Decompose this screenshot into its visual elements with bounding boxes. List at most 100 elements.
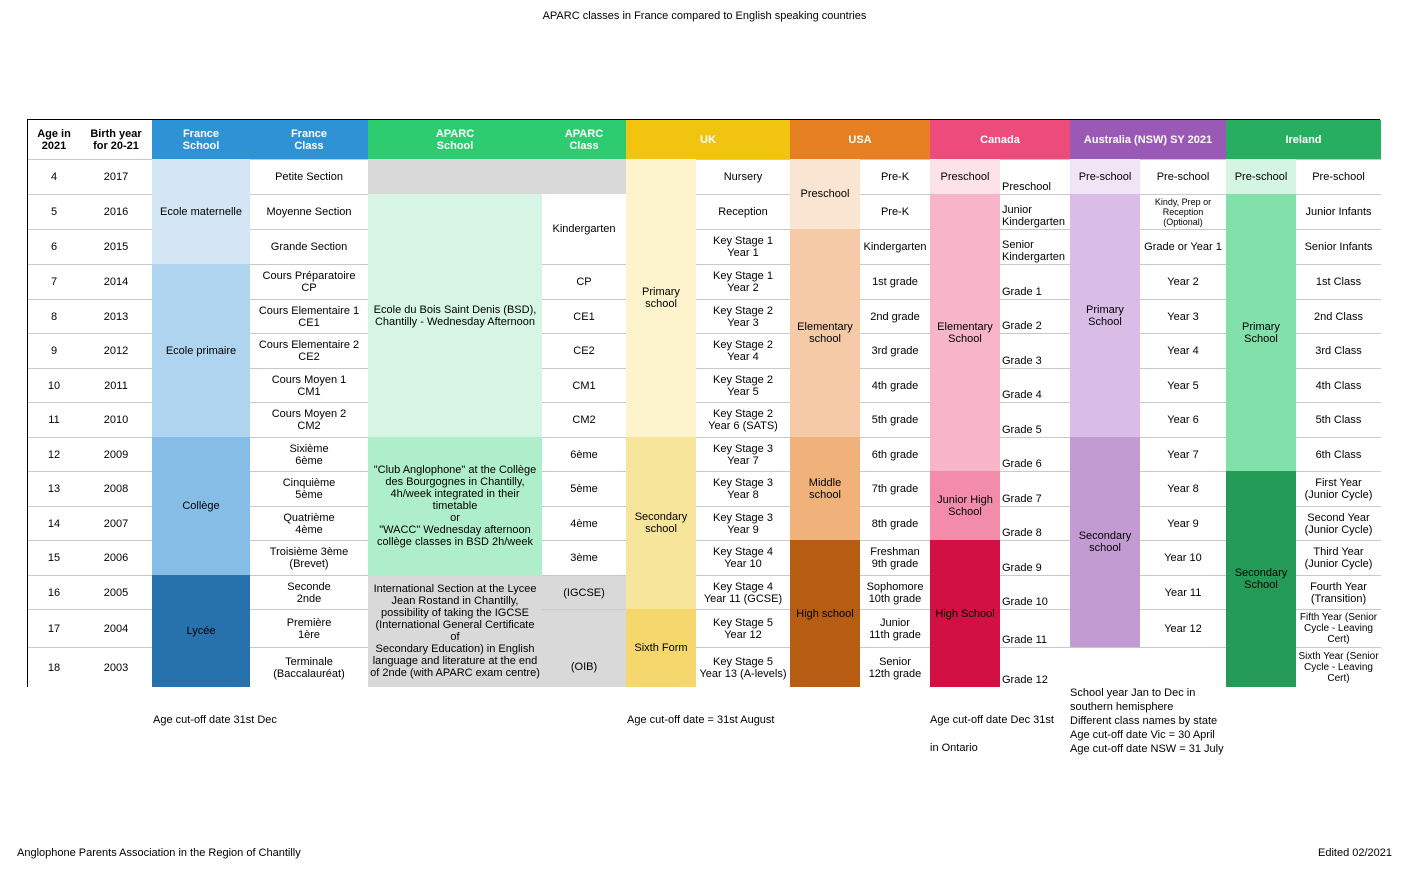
usa-class-cell: 7th grade [860,471,930,506]
age-cell: 16 [28,575,80,609]
aparc-class-cell: 3ème [542,540,626,575]
france-class-cell: Seconde 2nde [250,575,368,609]
header-aparc-class: APARC Class [542,120,626,159]
school-comparison-table: Age in 2021 Birth year for 20-21 France Sc… [27,119,1381,687]
aparc-school-bsd: Ecole du Bois Saint Denis (BSD), Chantil… [368,194,542,437]
canada-class-cell: Junior Kindergarten [1000,194,1070,229]
age-cell: 9 [28,333,80,368]
france-class-cell: Sixième 6ème [250,437,368,471]
usa-class-cell: Kindergarten [860,229,930,264]
france-class-cell: Première 1ère [250,609,368,647]
aparc-class-cell: 4ème [542,506,626,540]
france-class-cell: Cours Préparatoire CP [250,264,368,299]
australia-preschool: Pre-school [1070,159,1140,194]
france-class-cell: Cours Moyen 2 CM2 [250,402,368,437]
australia-empty-row [1070,647,1226,687]
uk-class-cell: Key Stage 1 Year 2 [696,264,790,299]
age-cell: 15 [28,540,80,575]
uk-class-cell: Reception [696,194,790,229]
birth-year-cell: 2007 [80,506,152,540]
canada-class-cell: Grade 9 [1000,540,1070,575]
age-cell: 12 [28,437,80,471]
header-uk: UK [626,120,790,159]
france-school-maternelle: Ecole maternelle [152,159,250,264]
canada-class-cell: Grade 5 [1000,402,1070,437]
france-class-cell: Moyenne Section [250,194,368,229]
uk-class-cell: Key Stage 3 Year 8 [696,471,790,506]
ireland-class-cell: Fifth Year (Senior Cycle - Leaving Cert) [1296,609,1381,647]
usa-class-cell: Pre-K [860,194,930,229]
usa-class-cell: 5th grade [860,402,930,437]
canada-ontario-note: in Ontario [930,742,978,754]
aparc-school-international: International Section at the Lycee Jean … [368,575,542,687]
uk-primary-school: Primary school [626,159,696,437]
australia-class-cell: Year 4 [1140,333,1226,368]
aparc-class-cell: 6ème [542,437,626,471]
canada-elementary-school: Elementary School [930,194,1000,471]
header-france-school: France School [152,120,250,159]
age-cell: 8 [28,299,80,333]
ireland-class-cell: 5th Class [1296,402,1381,437]
france-school-primaire: Ecole primaire [152,264,250,437]
canada-class-cell: Senior Kindergarten [1000,229,1070,264]
australia-class-cell: Year 8 [1140,471,1226,506]
birth-year-cell: 2017 [80,159,152,194]
birth-year-cell: 2011 [80,368,152,402]
ireland-class-cell: Senior Infants [1296,229,1381,264]
usa-high-school: High school [790,540,860,687]
uk-sixth-form: Sixth Form [626,609,696,687]
australia-class-cell: Year 2 [1140,264,1226,299]
canada-high-school: High School [930,540,1000,687]
usa-class-cell: Senior 12th grade [860,647,930,687]
header-france-class: France Class [250,120,368,159]
age-cell: 13 [28,471,80,506]
usa-preschool: Preschool [790,159,860,229]
usa-class-cell: 4th grade [860,368,930,402]
canada-cutoff-note: Age cut-off date Dec 31st [930,714,1054,726]
uk-class-cell: Key Stage 1 Year 1 [696,229,790,264]
france-class-cell: Terminale (Baccalauréat) [250,647,368,687]
age-cell: 7 [28,264,80,299]
header-usa: USA [790,120,930,159]
uk-class-cell: Nursery [696,159,790,194]
birth-year-cell: 2010 [80,402,152,437]
footer-association: Anglophone Parents Association in the Re… [17,847,301,859]
usa-elementary-school: Elementary school [790,229,860,437]
ireland-preschool: Pre-school [1226,159,1296,194]
ireland-class-cell: 2nd Class [1296,299,1381,333]
australia-class-cell: Kindy, Prep or Reception (Optional) [1140,194,1226,229]
ireland-class-cell: Pre-school [1296,159,1381,194]
uk-class-cell: Key Stage 5 Year 12 [696,609,790,647]
australia-class-cell: Year 9 [1140,506,1226,540]
aparc-school-club: "Club Anglophone" at the Collège des Bou… [368,437,542,575]
aparc-class-empty [542,609,626,647]
canada-class-cell: Grade 4 [1000,368,1070,402]
france-class-cell: Cours Elementaire 2 CE2 [250,333,368,368]
ireland-class-cell: Sixth Year (Senior Cycle - Leaving Cert) [1296,647,1381,687]
age-cell: 10 [28,368,80,402]
usa-class-cell: 6th grade [860,437,930,471]
canada-class-cell: Preschool [1000,159,1070,194]
header-ireland: Ireland [1226,120,1381,159]
usa-class-cell: Sophomore 10th grade [860,575,930,609]
birth-year-cell: 2005 [80,575,152,609]
australia-secondary-school: Secondary school [1070,437,1140,647]
usa-class-cell: Pre-K [860,159,930,194]
canada-class-cell: Grade 8 [1000,506,1070,540]
canada-class-cell: Grade 1 [1000,264,1070,299]
ireland-class-cell: First Year (Junior Cycle) [1296,471,1381,506]
aparc-none-row [368,159,626,194]
birth-year-cell: 2006 [80,540,152,575]
ireland-class-cell: Junior Infants [1296,194,1381,229]
page-title: APARC classes in France compared to Engl… [542,10,867,22]
ireland-class-cell: Third Year (Junior Cycle) [1296,540,1381,575]
aparc-class-cell: CE2 [542,333,626,368]
ireland-secondary-school: Secondary School [1226,471,1296,687]
usa-class-cell: 2nd grade [860,299,930,333]
uk-class-cell: Key Stage 4 Year 11 (GCSE) [696,575,790,609]
header-australia: Australia (NSW) SY 2021 [1070,120,1226,159]
age-cell: 18 [28,647,80,687]
australia-class-cell: Year 7 [1140,437,1226,471]
canada-class-cell: Grade 7 [1000,471,1070,506]
birth-year-cell: 2008 [80,471,152,506]
